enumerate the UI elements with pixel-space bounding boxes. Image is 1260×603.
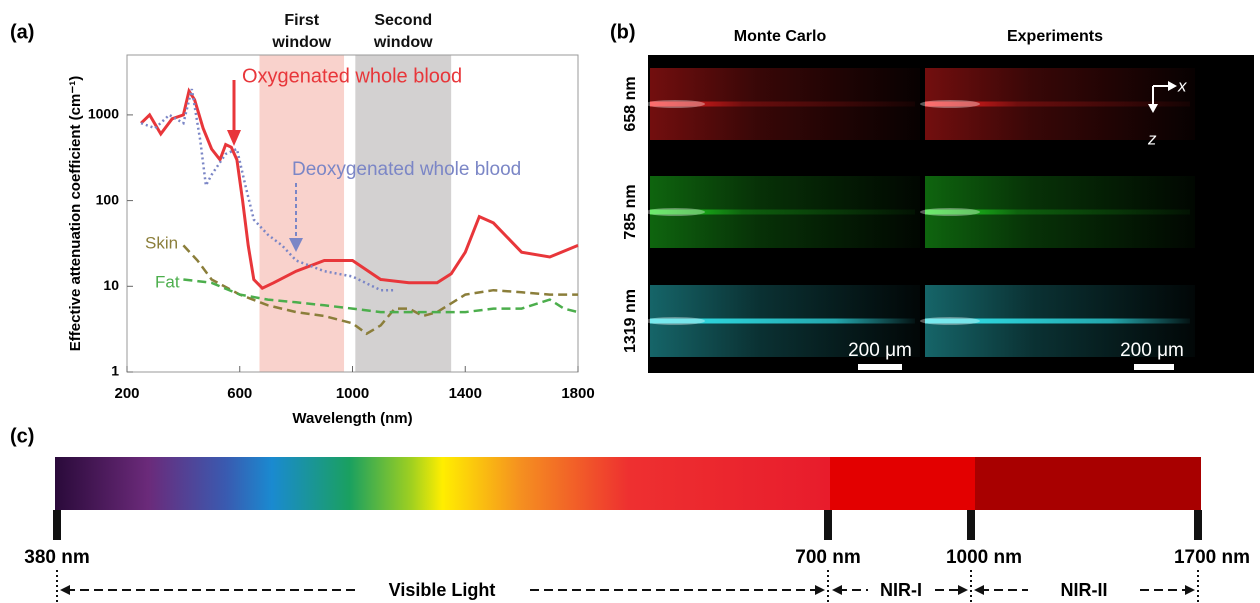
panel-label: (c) (10, 425, 34, 447)
beam-spot (645, 317, 705, 325)
series-label: Skin (145, 233, 178, 252)
range-label: NIR-II (1061, 580, 1108, 600)
window-label: First window (267, 10, 337, 54)
x-tick-label: 1000 (336, 385, 369, 402)
panel-label: (a) (10, 21, 34, 43)
range-label: Visible Light (389, 580, 496, 600)
y-tick-label: 1000 (88, 106, 119, 122)
y-tick-label: 100 (96, 191, 120, 207)
window-band (259, 55, 344, 372)
x-tick-label: 200 (114, 385, 139, 402)
series-label: Oxygenated whole blood (242, 65, 462, 87)
series-label: Deoxygenated whole blood (292, 159, 521, 180)
scale-bar (1134, 364, 1174, 370)
axis-label: x (1177, 76, 1187, 95)
window-label: Second window (358, 10, 448, 54)
scale-bar (858, 364, 902, 370)
visible-band (55, 457, 830, 510)
wavelength-mark: 1000 nm (946, 547, 1022, 568)
x-tick-label: 1400 (449, 385, 482, 402)
row-label: 658 nm (622, 76, 639, 131)
plot-b: Monte Carlo Experiments 658 nm 785 nm 1319 n… (622, 28, 1195, 357)
range-dividers (57, 570, 1198, 602)
wavelength-mark: 380 nm (24, 547, 89, 568)
beam-spot (645, 208, 705, 216)
tick-bars (53, 510, 1202, 540)
column-header: Monte Carlo (734, 28, 827, 45)
x-axis-label: Wavelength (nm) (292, 410, 412, 427)
beam-spot (920, 100, 980, 108)
axis-label: z (1147, 129, 1157, 148)
beam-spot (645, 100, 705, 108)
scale-bar-label: 200 μm (1120, 340, 1184, 361)
figure: (a) (b) (c) 200 600 1000 1400 1800 1 10 100 1000… (0, 0, 1260, 603)
row-label: 1319 nm (622, 289, 639, 353)
figure-canvas: (a) (b) (c) 200 600 1000 1400 1800 1 10 100 1000… (0, 0, 1260, 603)
arrow-head (227, 130, 241, 146)
scale-bar-label: 200 μm (848, 340, 912, 361)
series-label: Fat (155, 272, 180, 291)
y-tick-label: 1 (111, 363, 119, 379)
range-label: NIR-I (880, 580, 922, 600)
row-label: 785 nm (622, 184, 639, 239)
nir2-band (975, 457, 1201, 510)
plot-a: 200 600 1000 1400 1800 1 10 100 1000 Wavelength (… (67, 55, 595, 427)
x-tick-label: 600 (227, 385, 252, 402)
beam-spot (920, 208, 980, 216)
panel-label: (b) (610, 21, 636, 43)
beam-spot (920, 317, 980, 325)
y-axis-label: Effective attenuation coefficient (cm⁻¹) (67, 76, 84, 351)
wavelength-mark: 700 nm (795, 547, 860, 568)
x-tick-label: 1800 (561, 385, 594, 402)
y-tick-label: 10 (103, 277, 119, 293)
column-header: Experiments (1007, 28, 1103, 45)
window-band (355, 55, 451, 372)
nir1-band (830, 457, 975, 510)
wavelength-mark: 1700 nm (1174, 547, 1250, 568)
